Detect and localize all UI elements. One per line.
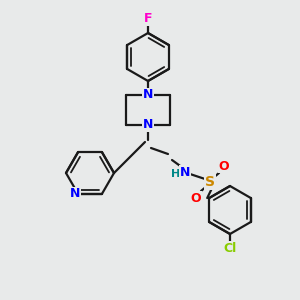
- Text: N: N: [143, 118, 153, 131]
- Text: O: O: [191, 191, 201, 205]
- Text: F: F: [144, 13, 152, 26]
- Text: N: N: [143, 88, 153, 101]
- Text: Cl: Cl: [224, 242, 237, 254]
- Text: N: N: [70, 187, 80, 200]
- Text: O: O: [219, 160, 229, 172]
- Text: N: N: [180, 166, 190, 178]
- Text: S: S: [205, 175, 215, 189]
- Text: H: H: [171, 169, 181, 179]
